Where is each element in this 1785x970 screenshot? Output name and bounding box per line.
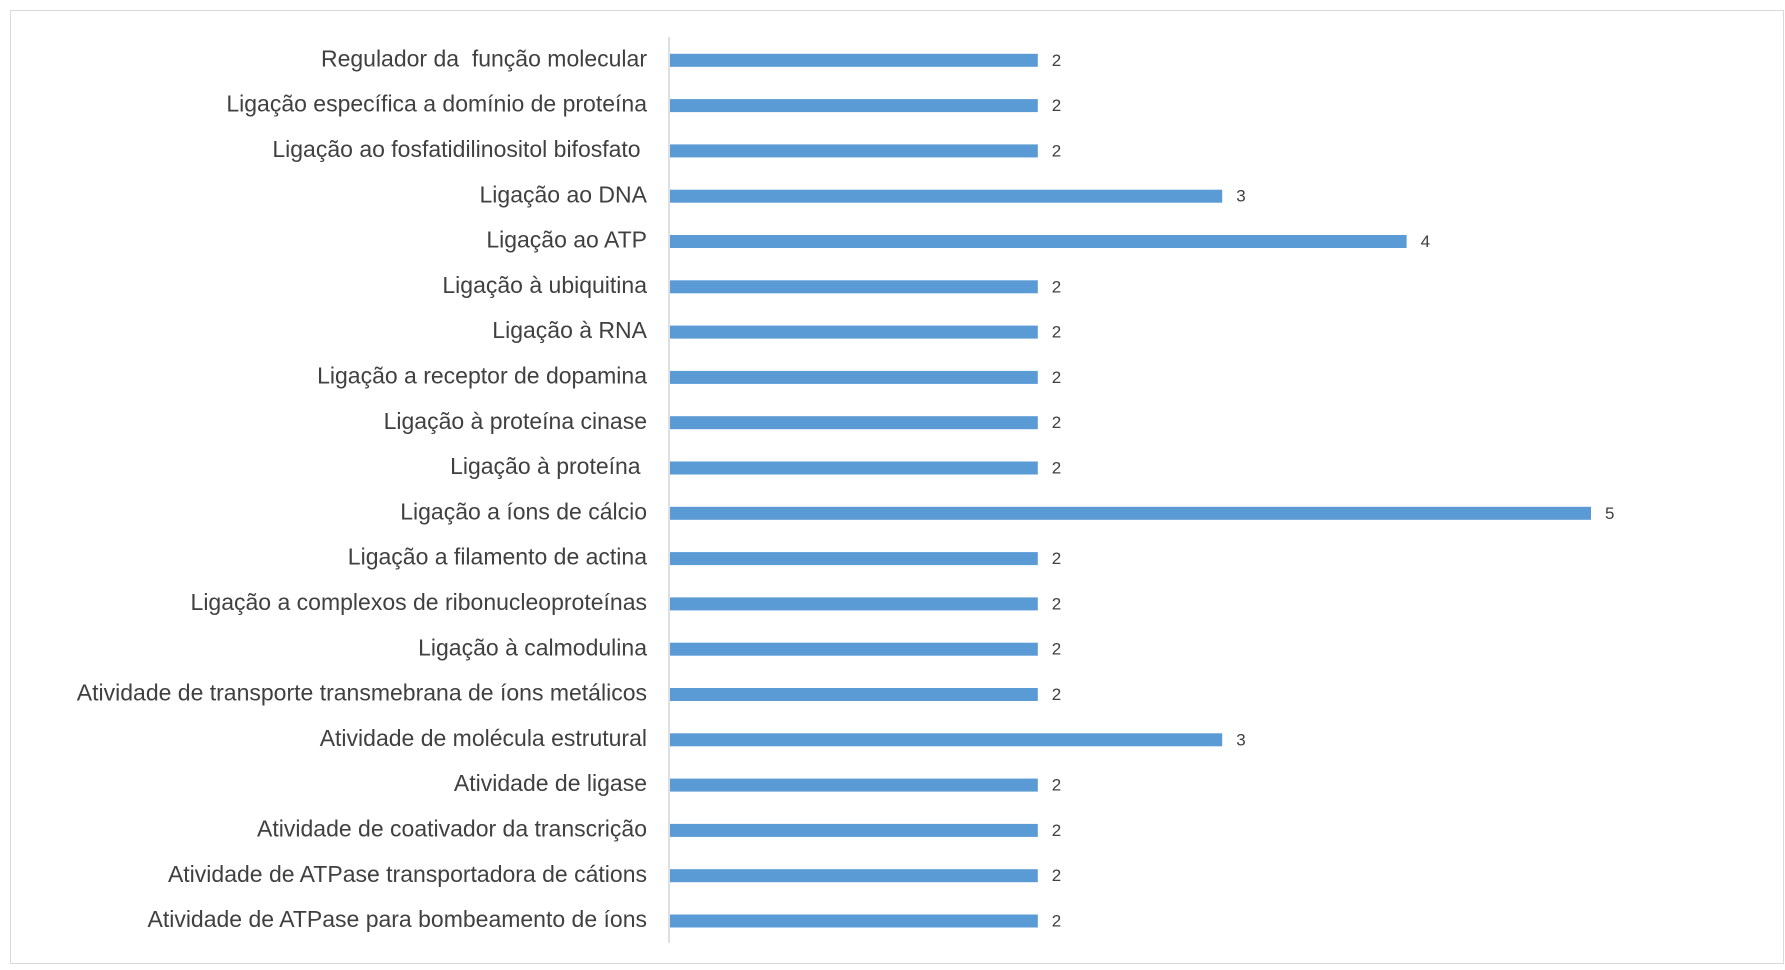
bar (670, 597, 1038, 611)
data-label: 2 (1052, 413, 1061, 432)
data-label: 3 (1236, 187, 1245, 206)
data-label: 2 (1052, 866, 1061, 885)
bar (670, 869, 1038, 883)
category-label: Ligação a receptor de dopamina (317, 362, 647, 388)
category-label: Atividade de ATPase transportadora de cá… (168, 861, 647, 887)
category-label: Atividade de ATPase para bombeamento de … (147, 906, 647, 932)
data-label: 2 (1052, 96, 1061, 115)
data-label: 2 (1052, 277, 1061, 296)
category-label: Ligação ao DNA (480, 181, 648, 207)
bar (670, 144, 1038, 158)
bar (670, 189, 1223, 203)
category-label: Ligação ao ATP (486, 227, 647, 253)
bar (670, 552, 1038, 566)
data-label: 2 (1052, 323, 1061, 342)
category-label: Atividade de molécula estrutural (320, 725, 647, 751)
category-label: Ligação específica a domínio de proteína (226, 91, 647, 117)
category-label: Ligação à ubiquitina (442, 272, 647, 298)
category-label: Ligação a filamento de actina (348, 544, 647, 570)
category-label: Regulador da função molecular (321, 45, 647, 71)
category-label: Ligação a íons de cálcio (400, 498, 647, 524)
bar (670, 642, 1038, 656)
category-label: Ligação à proteína cinase (384, 408, 647, 434)
data-label: 2 (1052, 368, 1061, 387)
bar (670, 370, 1038, 384)
data-label: 2 (1052, 549, 1061, 568)
bar (670, 461, 1038, 475)
bar (670, 235, 1407, 248)
chart-frame (10, 10, 1784, 964)
bar (670, 325, 1038, 339)
bar (670, 823, 1038, 837)
data-label: 4 (1421, 232, 1430, 251)
data-label: 2 (1052, 911, 1061, 930)
bar (670, 506, 1591, 520)
data-label: 2 (1052, 776, 1061, 795)
data-label: 3 (1236, 730, 1245, 749)
bar (670, 778, 1038, 792)
bar (670, 914, 1038, 928)
bar (670, 416, 1038, 430)
category-label: Ligação à calmodulina (418, 634, 647, 660)
data-label: 2 (1052, 594, 1061, 613)
category-label: Ligação a complexos de ribonucleoproteín… (191, 589, 647, 615)
category-label: Atividade de coativador da transcrição (257, 815, 647, 841)
data-label: 5 (1605, 504, 1614, 523)
data-label: 2 (1052, 821, 1061, 840)
category-label: Atividade de transporte transmebrana de … (77, 680, 647, 706)
bar (670, 99, 1038, 113)
data-label: 2 (1052, 640, 1061, 659)
category-label: Ligação à proteína (450, 453, 647, 479)
bar (670, 688, 1038, 701)
data-label: 2 (1052, 141, 1061, 160)
category-label: Ligação ao fosfatidilinositol bifosfato (272, 136, 647, 162)
data-label: 2 (1052, 51, 1061, 70)
data-label: 2 (1052, 685, 1061, 704)
bar (670, 280, 1038, 294)
category-label: Ligação à RNA (492, 317, 647, 343)
bar (670, 53, 1038, 67)
category-label: Atividade de ligase (454, 770, 647, 796)
data-label: 2 (1052, 458, 1061, 477)
bar (670, 733, 1223, 747)
